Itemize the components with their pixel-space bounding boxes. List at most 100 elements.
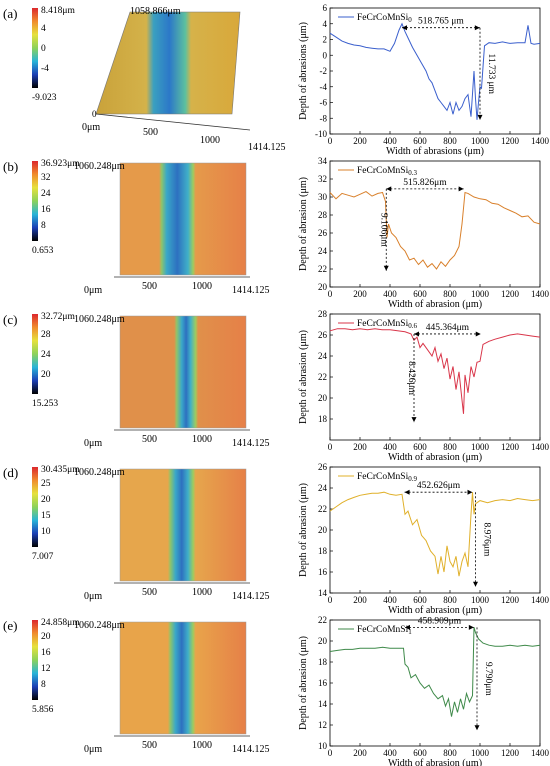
- colorbar-tick-label: 0: [41, 44, 46, 54]
- surface-x-tick: 500: [143, 127, 158, 138]
- depth-annotation-arrow: [411, 417, 417, 423]
- width-annotation-label: 518.765 μm: [418, 17, 464, 27]
- width-annotation-label: 515.826μm: [403, 178, 447, 188]
- surface-x-tick: 500: [142, 281, 157, 292]
- x-axis-label: Width of abrasion (μm): [388, 299, 482, 310]
- y-tick-label: 4: [323, 19, 328, 29]
- x-axis-label: Width of abrasion (μm): [388, 605, 482, 616]
- y-axis-label: Depth of abrasion (μm): [298, 636, 309, 730]
- legend-subscript: 0.9: [408, 475, 417, 483]
- depth-annotation-label: 8.426μm: [406, 361, 416, 395]
- surface-x-extent: 1414.125: [232, 438, 270, 449]
- x-tick-label: 1400: [531, 442, 550, 452]
- x-tick-label: 800: [443, 136, 457, 146]
- y-tick-label: 14: [318, 699, 328, 709]
- colorbar: [32, 467, 38, 547]
- series-line: [329, 627, 541, 717]
- surface-x-tick: 1000: [192, 434, 212, 445]
- depth-annotation-label: 9.106μm: [378, 213, 388, 247]
- surface-x-origin: 0μm: [84, 285, 102, 296]
- colorbar-tick-label: 25: [41, 479, 51, 489]
- y-tick-label: 28: [318, 210, 328, 220]
- legend-subscript: 0.6: [408, 322, 417, 330]
- colorbar-tick-label: 8: [41, 221, 46, 231]
- x-tick-label: 1200: [501, 289, 520, 299]
- colorbar-tick-label: 10: [41, 527, 51, 537]
- x-tick-label: 600: [413, 442, 427, 452]
- panel-2: (b) 36.923μm 32 24 16 8 0.653 1060.248μm 0μm 500 1…: [3, 156, 550, 310]
- x-tick-label: 0: [328, 595, 333, 605]
- x-tick-label: 1400: [531, 289, 550, 299]
- colorbar: [32, 620, 38, 700]
- width-annotation-arrow: [458, 186, 464, 192]
- x-tick-label: 200: [353, 748, 367, 758]
- surface-plot: [119, 315, 247, 429]
- colorbar-max-label: 36.923μm: [41, 159, 80, 169]
- x-tick-label: 0: [328, 442, 333, 452]
- x-tick-label: 800: [443, 748, 457, 758]
- y-tick-label: 16: [318, 678, 328, 688]
- panel-label: (d): [3, 465, 18, 480]
- panel-label: (a): [3, 6, 17, 21]
- y-axis-label: Depth of abrasion (μm): [298, 177, 309, 271]
- width-annotation-arrow: [468, 624, 474, 630]
- y-tick-label: 2: [323, 35, 328, 45]
- x-tick-label: 1200: [501, 442, 520, 452]
- series-line: [329, 491, 541, 577]
- surface-x-origin: 0μm: [84, 438, 102, 449]
- x-tick-label: 1000: [471, 136, 490, 146]
- surface-x-extent: 1414.125: [248, 142, 286, 153]
- x-tick-label: 600: [413, 289, 427, 299]
- x-tick-label: 400: [383, 289, 397, 299]
- colorbar-tick-label: 4: [41, 24, 46, 34]
- surface-y-extent: 1060.248μm: [74, 314, 125, 325]
- x-tick-label: 400: [383, 748, 397, 758]
- legend-name: FeCrCoMnSi: [357, 319, 409, 329]
- x-tick-label: 200: [353, 442, 367, 452]
- y-tick-label: 24: [318, 351, 328, 361]
- y-tick-label: 20: [318, 636, 328, 646]
- x-tick-label: 1200: [501, 136, 520, 146]
- x-tick-label: 200: [353, 289, 367, 299]
- colorbar-min-label: 15.253: [32, 399, 58, 409]
- legend-name: FeCrCoMnSi: [357, 13, 409, 23]
- legend-name: FeCrCoMnSi: [357, 166, 409, 176]
- x-tick-label: 400: [383, 442, 397, 452]
- surface-y-extent: 1060.248μm: [74, 161, 125, 172]
- colorbar-tick-label: 32: [41, 173, 51, 183]
- x-tick-label: 800: [443, 442, 457, 452]
- colorbar-tick-label: 8: [41, 680, 46, 690]
- colorbar: [32, 161, 38, 241]
- y-axis-label: Depth of abrasion (μm): [298, 483, 309, 577]
- surface-x-origin: 0μm: [84, 591, 102, 602]
- x-tick-label: 400: [383, 595, 397, 605]
- x-tick-label: 1000: [471, 442, 490, 452]
- x-tick-label: 200: [353, 136, 367, 146]
- x-tick-label: 1200: [501, 595, 520, 605]
- x-axis-label: Width of abrasions (μm): [386, 146, 484, 157]
- depth-annotation-label: 11.733 μm: [486, 53, 496, 94]
- x-tick-label: 800: [443, 289, 457, 299]
- panel-5: (e) 24.858μm 20 16 12 8 5.856 1060.248μm 0μm 500 1…: [3, 615, 550, 766]
- y-tick-label: 20: [318, 393, 328, 403]
- colorbar: [32, 8, 38, 88]
- panel-label: (e): [3, 618, 17, 633]
- y-tick-label: 6: [323, 3, 328, 13]
- width-annotation-label: 445.364μm: [426, 323, 470, 333]
- colorbar-max-label: 30.435μm: [41, 465, 80, 475]
- x-tick-label: 1400: [531, 136, 550, 146]
- depth-annotation-label: 8.976μm: [482, 523, 492, 557]
- series-line: [329, 328, 541, 414]
- legend-name: FeCrCoMnSi: [357, 472, 409, 482]
- surface-x-tick: 1000: [192, 281, 212, 292]
- depth-annotation-arrow: [473, 581, 478, 587]
- legend-label: FeCrCoMnSi0.6: [357, 319, 417, 330]
- surface-x-tick: 1000: [192, 587, 212, 598]
- y-tick-label: 18: [318, 414, 328, 424]
- y-tick-label: 26: [318, 462, 328, 472]
- colorbar-min-label: 0.653: [32, 246, 54, 256]
- y-tick-label: 30: [318, 192, 328, 202]
- y-tick-label: 18: [318, 546, 328, 556]
- surface-x-tick: 500: [142, 740, 157, 751]
- y-tick-label: 14: [318, 588, 328, 598]
